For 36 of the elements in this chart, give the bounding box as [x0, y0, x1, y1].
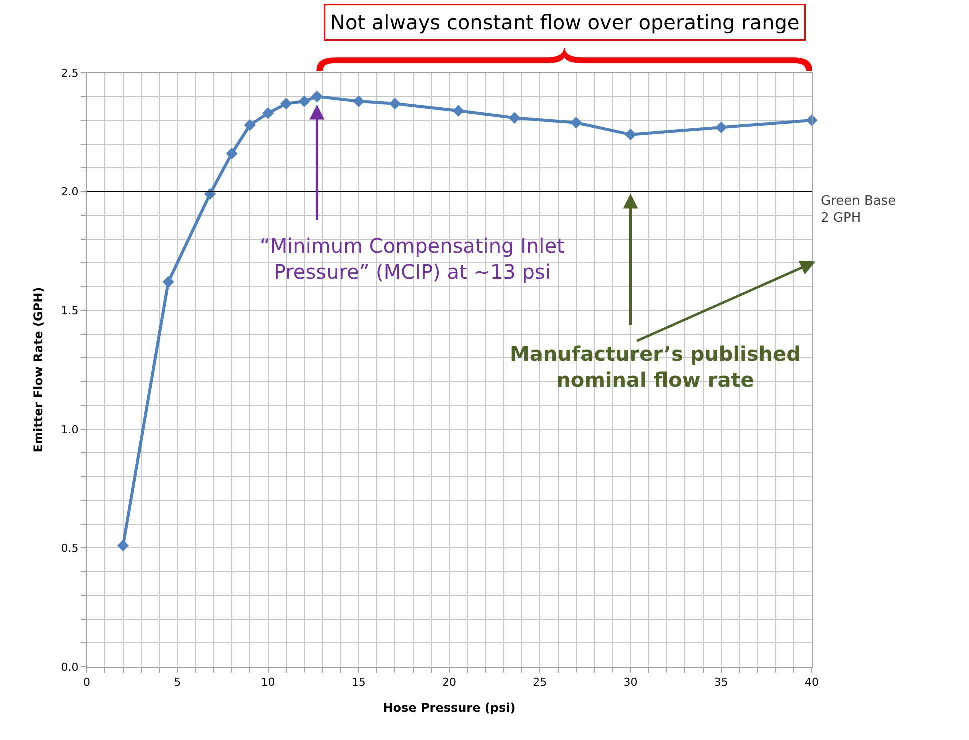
point — [353, 96, 365, 108]
x-tick-label: 35 — [714, 676, 728, 690]
y-tick-label: 0.5 — [61, 542, 79, 556]
point — [262, 108, 274, 120]
ref-line-label: Green Base 2 GPH — [821, 194, 896, 226]
x-tick-label: 25 — [533, 676, 548, 690]
y-tick-label: 1.0 — [61, 423, 79, 436]
y-tick-label: 1.5 — [61, 304, 79, 318]
x-tick-label: 40 — [805, 676, 819, 690]
point — [508, 112, 521, 124]
x-tick-label: 0 — [84, 676, 90, 690]
x-axis-title: Hose Pressure (psi) — [383, 701, 516, 716]
x-tick-label: 30 — [624, 676, 638, 690]
y-tick-label: 0.0 — [61, 660, 79, 674]
x-tick-label: 5 — [174, 676, 182, 690]
text: Not always constant flow over operating range — [330, 10, 800, 34]
y-tick-label: 2.5 — [61, 66, 79, 80]
point — [716, 122, 728, 134]
point — [452, 105, 464, 117]
point — [389, 98, 401, 110]
point — [298, 96, 310, 108]
annotation: “Minimum Compensating Inlet Pressure” (MCIP) at ~13 psi — [260, 234, 565, 284]
annotation: Manufacturer’s published nominal flow rate — [510, 342, 801, 392]
x-tick-label: 10 — [261, 676, 276, 690]
point — [117, 540, 130, 552]
x-tick-label: 20 — [442, 676, 456, 690]
y-axis-title: Emitter Flow Rate (GPH) — [32, 287, 46, 453]
point — [570, 117, 582, 129]
x-tick-label: 15 — [352, 676, 366, 690]
point — [226, 148, 238, 160]
point — [244, 119, 256, 132]
point — [624, 128, 637, 141]
point — [162, 276, 174, 288]
point — [280, 98, 292, 110]
point — [311, 90, 324, 103]
y-tick-label: 2.0 — [61, 186, 79, 199]
